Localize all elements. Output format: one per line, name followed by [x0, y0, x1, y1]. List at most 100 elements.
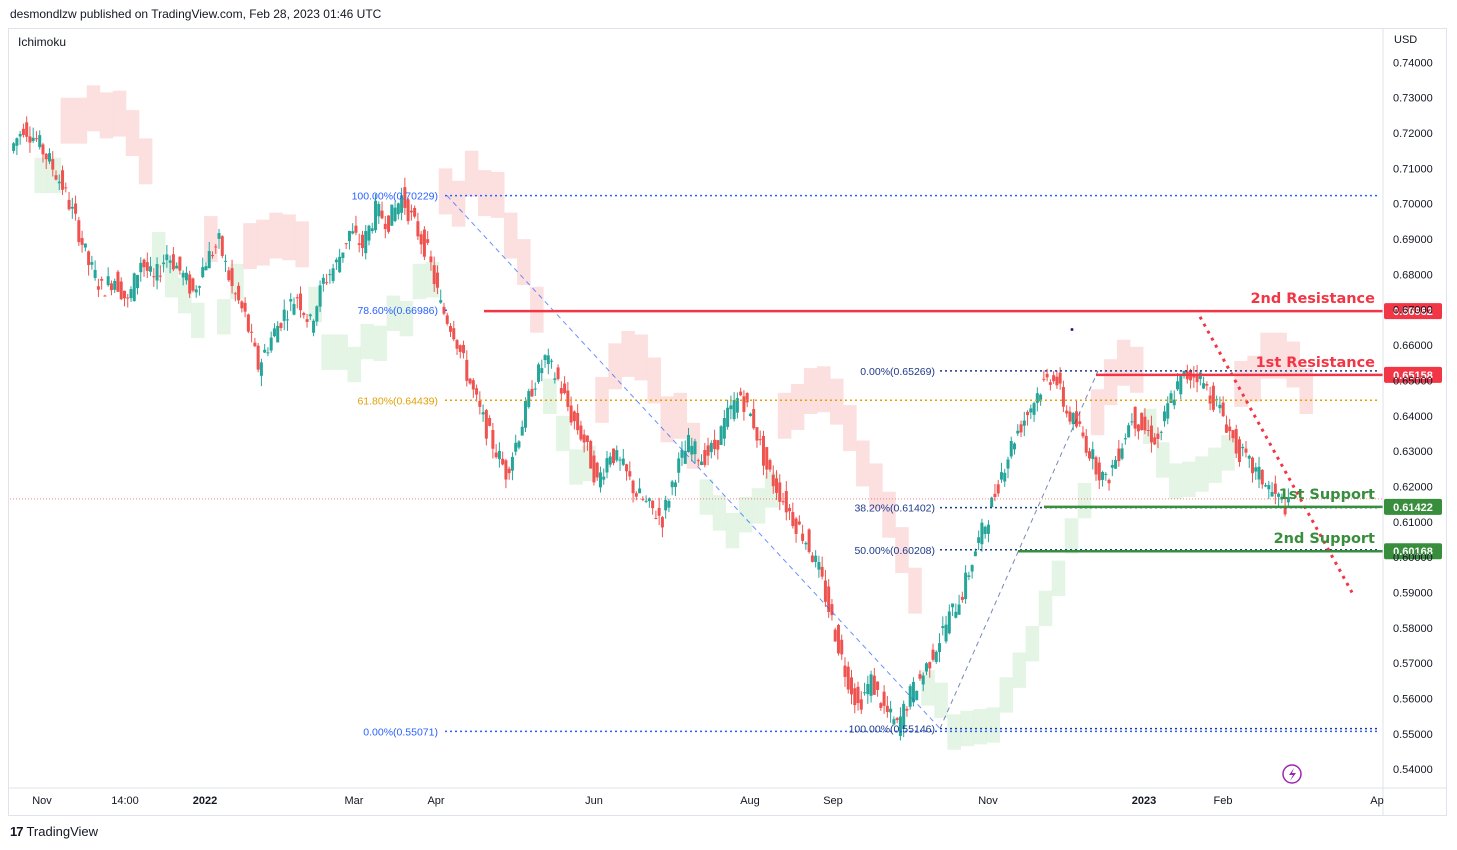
- candle-body: [1110, 464, 1114, 468]
- candle-body: [729, 405, 733, 410]
- candle-body: [224, 260, 228, 262]
- cloud-segment: [1299, 368, 1314, 414]
- candle-body: [145, 262, 149, 271]
- candle-body: [445, 315, 449, 324]
- candle-body: [491, 430, 495, 449]
- cloud-segment: [73, 97, 88, 144]
- indicator-legend-ichimoku[interactable]: Ichimoku: [18, 35, 67, 49]
- cloud-segment: [530, 286, 544, 333]
- fib-level-label: 38.20%(0.61402): [854, 503, 935, 515]
- candle-body: [654, 517, 658, 519]
- candle-body: [31, 137, 35, 142]
- candle-body: [129, 289, 133, 299]
- candle-body: [289, 299, 293, 302]
- price-tick-label: 0.59000: [1393, 587, 1433, 599]
- candle-body: [638, 488, 642, 494]
- candle-body: [334, 259, 338, 263]
- fib-level-label: 61.80%(0.64439): [357, 395, 438, 407]
- candle-body: [295, 297, 299, 299]
- price-tick-label: 0.58000: [1393, 623, 1433, 635]
- candle-body: [726, 407, 730, 427]
- candle-body: [406, 199, 410, 222]
- candle-body: [178, 256, 182, 271]
- cloud-segment: [764, 472, 779, 508]
- candle-body: [686, 434, 690, 452]
- candle-body: [256, 345, 260, 370]
- candle-body: [706, 445, 710, 456]
- candle-body: [1035, 393, 1039, 403]
- candle-body: [960, 596, 964, 600]
- candle-body: [996, 484, 1000, 494]
- candle-body: [634, 493, 638, 497]
- chart-labels: 100.00%(0.70229) 78.60%(0.66986) 61.80%(0.…: [352, 191, 1442, 738]
- candle-body: [488, 418, 492, 426]
- candle-body: [51, 159, 55, 170]
- candle-body: [422, 229, 426, 257]
- lightning-icon[interactable]: [1282, 764, 1302, 784]
- time-tick-label: Aug: [740, 795, 760, 807]
- cloud-segment: [217, 299, 231, 335]
- cloud-segment: [777, 392, 792, 439]
- candle-body: [533, 388, 537, 390]
- candle-body: [338, 256, 342, 273]
- cloud-segment: [738, 497, 753, 533]
- candle-body: [77, 220, 81, 243]
- candle-body: [158, 275, 162, 277]
- candle-body: [106, 276, 110, 286]
- candle-body: [872, 675, 876, 695]
- candle-body: [1211, 385, 1215, 410]
- candle-body: [768, 460, 772, 470]
- candle-body: [321, 277, 325, 284]
- cloud-segment: [947, 714, 961, 750]
- tradingview-footer[interactable]: 17 TradingView: [10, 824, 98, 839]
- candle-body: [856, 686, 860, 704]
- candle-body: [1273, 483, 1277, 494]
- candle-body: [928, 662, 932, 669]
- candle-body: [149, 266, 153, 272]
- candle-body: [243, 302, 247, 312]
- price-tick-label: 0.66000: [1393, 340, 1433, 352]
- candle-body: [1026, 411, 1030, 416]
- candle-body: [263, 349, 267, 353]
- cloud-segment: [634, 334, 648, 381]
- candle-body: [1283, 506, 1287, 515]
- price-badge: [1384, 543, 1442, 560]
- cloud-segment: [1103, 359, 1118, 406]
- candle-body: [419, 234, 423, 245]
- price-tick-label: 0.70000: [1393, 199, 1433, 211]
- candle-body: [194, 289, 198, 293]
- cloud-segment: [1116, 339, 1131, 386]
- candle-body: [331, 268, 335, 281]
- candle-body: [370, 228, 374, 232]
- price-tick-label: 0.71000: [1393, 163, 1433, 175]
- candle-body: [546, 355, 550, 364]
- candle-body: [1241, 446, 1245, 449]
- candle-body: [840, 639, 844, 655]
- candle-body: [892, 719, 896, 725]
- price-tick-label: 0.55000: [1393, 729, 1433, 741]
- cloud-segment: [99, 92, 114, 139]
- candle-body: [846, 666, 850, 690]
- candle-body: [1061, 387, 1065, 407]
- candle-body: [713, 439, 717, 450]
- time-tick-label: Nov: [978, 795, 998, 807]
- candle-body: [465, 359, 469, 381]
- candle-body: [1101, 472, 1105, 480]
- candle-body: [719, 426, 723, 445]
- price-tick-label: 0.60000: [1393, 552, 1433, 564]
- candle-body: [693, 441, 697, 455]
- time-tick-label: Apr: [427, 795, 444, 807]
- candle-body: [889, 708, 893, 713]
- time-tick-label: 2022: [193, 795, 217, 807]
- candle-body: [670, 481, 674, 488]
- candle-body: [569, 405, 573, 423]
- cloud-segment: [556, 415, 570, 452]
- price-badge: [1384, 303, 1442, 320]
- candle-body: [1270, 491, 1274, 497]
- candle-body: [986, 524, 990, 534]
- fib-trend-line: [446, 195, 941, 729]
- cloud-segment: [608, 343, 622, 390]
- time-tick-label: Feb: [1214, 795, 1233, 807]
- candle-body: [664, 499, 668, 511]
